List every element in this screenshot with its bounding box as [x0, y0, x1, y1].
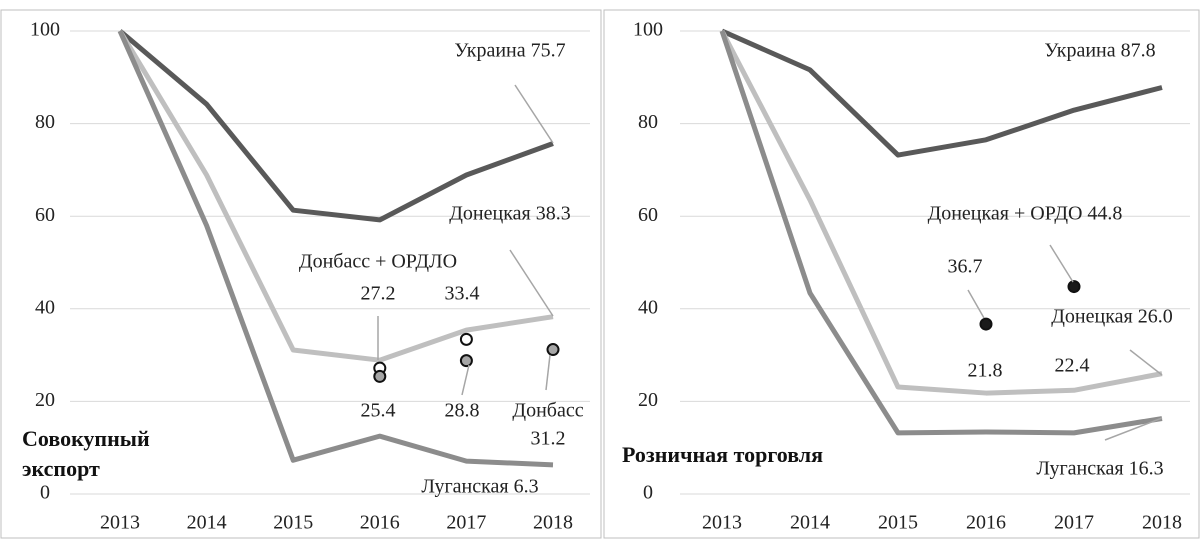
annotation: 27.2: [361, 283, 396, 305]
annotation: 21.8: [968, 360, 1003, 382]
leader-line: [1104, 417, 1163, 441]
y-tick-label: 0: [40, 482, 50, 504]
annotation: 22.4: [1055, 355, 1090, 377]
series-line: [117, 29, 554, 363]
y-tick-label: 100: [30, 19, 60, 41]
x-tick-label: 2017: [1054, 512, 1094, 534]
series-line: [719, 29, 1163, 396]
series-line: [117, 29, 554, 468]
marker: [1067, 280, 1081, 294]
annotation: 25.4: [361, 400, 396, 422]
series-line: [118, 29, 554, 223]
marker: [979, 317, 993, 331]
y-tick-label: 60: [638, 204, 658, 226]
y-tick-label: 20: [638, 389, 658, 411]
y-tick-label: 80: [638, 111, 658, 133]
x-tick-label: 2015: [273, 512, 313, 534]
leader-line: [1049, 244, 1074, 283]
y-tick-label: 60: [35, 204, 55, 226]
y-tick-label: 20: [35, 389, 55, 411]
x-tick-label: 2016: [360, 512, 400, 534]
marker: [459, 354, 473, 368]
x-tick-label: 2014: [790, 512, 830, 534]
marker: [459, 332, 473, 346]
y-tick-label: 80: [35, 111, 55, 133]
x-tick-label: 2014: [187, 512, 227, 534]
leader-line: [1129, 349, 1163, 376]
leader-line: [514, 84, 554, 144]
y-tick-label: 100: [633, 19, 663, 41]
x-tick-label: 2016: [966, 512, 1006, 534]
annotation: Луганская 6.3: [421, 476, 538, 498]
chart-title: Совокупный экспорт: [22, 426, 150, 481]
leader-line: [509, 249, 554, 317]
chart-title: Розничная торговля: [622, 442, 824, 467]
annotation: Донецкая + ОРДО 44.8: [928, 203, 1123, 225]
series-line: [720, 28, 1163, 158]
x-tick-label: 2013: [702, 512, 742, 534]
annotation: Донбасс + ОРДЛО: [299, 251, 457, 273]
panel-border: [0, 9, 602, 539]
panel-border: [603, 9, 1200, 539]
leader-line: [967, 289, 985, 319]
x-tick-label: 2018: [1142, 512, 1182, 534]
x-tick-label: 2017: [446, 512, 486, 534]
annotation: Луганская 16.3: [1036, 458, 1163, 480]
marker: [373, 369, 387, 383]
annotation: 28.8: [445, 400, 480, 422]
x-tick-label: 2013: [100, 512, 140, 534]
annotation: Донбасс: [512, 400, 583, 422]
series-line: [719, 30, 1163, 436]
leader-line: [545, 354, 551, 391]
marker: [546, 343, 560, 357]
annotation: Украина 87.8: [1044, 40, 1155, 62]
y-tick-label: 0: [643, 482, 653, 504]
y-tick-label: 40: [638, 296, 658, 318]
y-tick-label: 40: [35, 296, 55, 318]
annotation: 31.2: [531, 428, 566, 450]
annotation: 36.7: [948, 256, 983, 278]
annotation: 33.4: [445, 283, 480, 305]
leader-line: [461, 364, 470, 396]
x-tick-label: 2018: [533, 512, 573, 534]
annotation: Донецкая 26.0: [1051, 306, 1172, 328]
annotation: Донецкая 38.3: [449, 203, 570, 225]
x-tick-label: 2015: [878, 512, 918, 534]
annotation: Украина 75.7: [454, 40, 565, 62]
